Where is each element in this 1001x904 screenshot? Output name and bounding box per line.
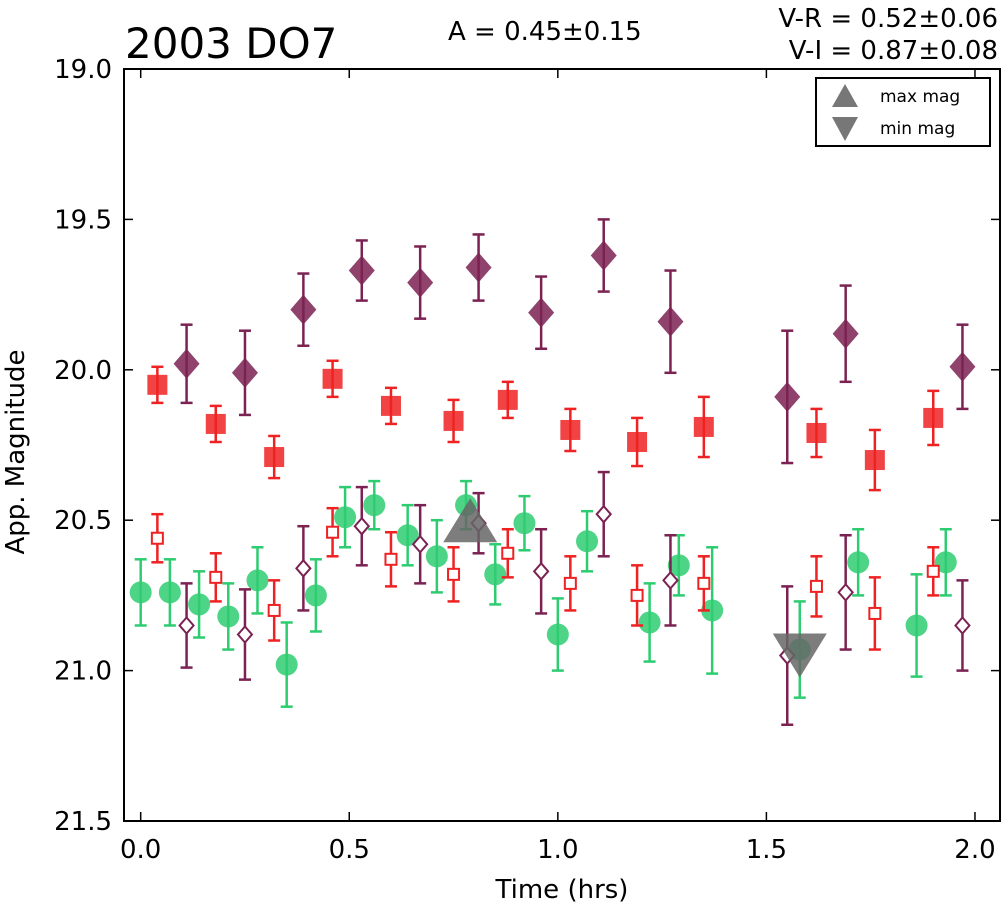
- data-point-square: [147, 374, 168, 395]
- data-point-square: [627, 431, 648, 452]
- data-point-circle: [188, 593, 211, 616]
- data-point-square: [923, 407, 944, 428]
- data-point-square: [560, 419, 581, 440]
- data-point-open-diamond: [532, 561, 550, 581]
- data-point-square: [205, 413, 226, 434]
- data-point-diamond: [590, 240, 617, 271]
- data-point-open-diamond: [178, 615, 195, 635]
- data-point-open-diamond: [353, 516, 371, 536]
- data-point-diamond: [528, 297, 555, 328]
- y-tick-label: 19.5: [54, 205, 112, 235]
- legend-label-min-mag: min mag: [880, 119, 955, 139]
- data-point-diamond: [774, 381, 801, 412]
- data-point-diamond: [657, 306, 684, 337]
- data-point-diamond: [231, 357, 258, 388]
- data-point-open-square: [501, 546, 515, 560]
- data-point-square: [693, 416, 714, 437]
- x-tick-label: 1.5: [746, 835, 787, 865]
- data-point-circle: [304, 584, 327, 607]
- legend-label-max-mag: max mag: [880, 87, 960, 107]
- data-point-circle: [513, 512, 536, 535]
- chart-marks: [129, 218, 976, 726]
- data-point-open-diamond: [954, 615, 971, 635]
- data-point-open-square: [630, 588, 644, 602]
- data-point-diamond: [290, 294, 317, 325]
- x-tick-label: 0.0: [120, 835, 161, 865]
- data-point-open-square: [384, 552, 398, 566]
- data-point-open-square: [926, 564, 940, 578]
- data-point-square: [864, 450, 885, 471]
- y-tick-label: 21.0: [54, 657, 112, 687]
- data-point-circle: [275, 653, 298, 676]
- y-tick-label: 21.5: [54, 807, 112, 837]
- data-point-open-square: [447, 567, 461, 581]
- data-point-open-diamond: [837, 582, 854, 602]
- data-point-open-diamond: [295, 558, 312, 578]
- data-point-circle: [396, 524, 419, 547]
- amplitude-annotation: A = 0.45±0.15: [448, 17, 642, 47]
- chart-title: 2003 DO7: [125, 19, 337, 68]
- legend-min-mag-icon: [832, 117, 858, 141]
- data-point-circle: [546, 623, 569, 646]
- data-point-open-diamond: [411, 534, 429, 554]
- data-point-circle: [217, 605, 240, 628]
- data-point-circle: [363, 494, 386, 517]
- data-point-open-square: [150, 531, 164, 545]
- x-tick-label: 0.5: [329, 835, 370, 865]
- data-point-diamond: [465, 252, 492, 283]
- y-tick-label: 20.0: [54, 356, 112, 386]
- data-point-diamond: [407, 267, 434, 298]
- data-point-open-diamond: [662, 570, 679, 590]
- data-point-open-diamond: [595, 504, 613, 524]
- data-point-circle: [425, 545, 448, 568]
- data-point-square: [806, 422, 827, 443]
- x-tick-label: 2.0: [954, 835, 995, 865]
- data-point-open-square: [563, 576, 577, 590]
- vi-color-annotation: V-I = 0.87±0.08: [789, 36, 998, 66]
- axis-ticks: 0.0 0.5 1.0 1.5 2.0 19.0 19.5 20.0 20.5 21.0 21.5: [54, 55, 1000, 865]
- data-point-circle: [667, 554, 690, 577]
- vr-color-annotation: V-R = 0.52±0.06: [778, 4, 998, 34]
- data-point-diamond: [173, 348, 200, 379]
- max-mag-triangle: [443, 498, 498, 543]
- data-point-open-square: [809, 579, 823, 593]
- min-mag-triangle: [772, 633, 827, 678]
- data-point-square: [264, 447, 285, 468]
- data-point-square: [322, 368, 343, 389]
- data-point-open-diamond: [236, 624, 254, 645]
- x-tick-label: 1.0: [537, 835, 578, 865]
- data-point-circle: [158, 581, 181, 604]
- data-point-circle: [701, 599, 724, 622]
- data-point-open-square: [209, 570, 223, 584]
- data-point-circle: [246, 569, 269, 592]
- data-point-open-square: [326, 525, 340, 539]
- legend: max mag min mag: [815, 77, 991, 147]
- legend-max-mag-icon: [832, 84, 858, 107]
- data-point-circle: [129, 581, 152, 604]
- data-point-diamond: [949, 351, 976, 382]
- data-point-circle: [334, 506, 357, 529]
- data-point-circle: [638, 611, 661, 634]
- x-axis-label: Time (hrs): [495, 875, 629, 904]
- data-point-circle: [847, 551, 870, 574]
- y-tick-label: 19.0: [54, 55, 112, 85]
- data-point-circle: [484, 563, 507, 586]
- data-point-open-square: [697, 576, 711, 590]
- data-point-circle: [576, 530, 599, 553]
- data-point-open-square: [868, 606, 882, 620]
- data-point-square: [380, 395, 401, 416]
- data-point-diamond: [348, 255, 375, 286]
- data-point-diamond: [832, 318, 859, 349]
- data-point-square: [443, 410, 464, 431]
- plot-frame: [123, 68, 1001, 822]
- data-point-square: [497, 389, 518, 410]
- y-axis-label: App. Magnitude: [1, 349, 31, 554]
- y-tick-label: 20.5: [54, 506, 112, 536]
- data-point-circle: [905, 614, 928, 637]
- data-point-open-square: [267, 603, 281, 617]
- data-point-circle: [934, 551, 957, 574]
